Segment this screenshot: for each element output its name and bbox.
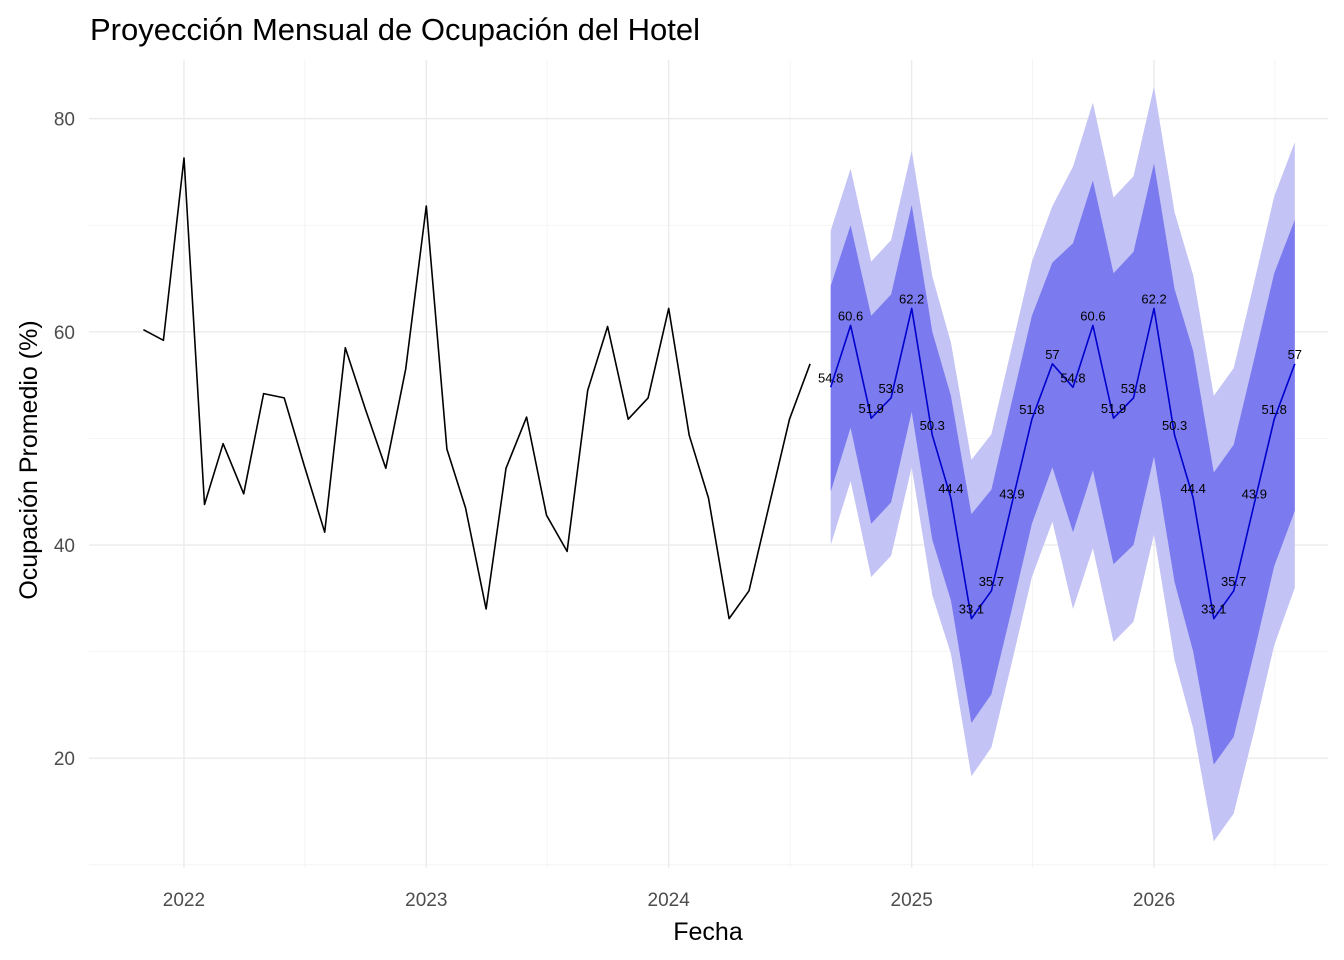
forecast-data-label: 50.3 — [1162, 418, 1187, 433]
chart-title: Proyección Mensual de Ocupación del Hote… — [90, 12, 700, 47]
x-tick-label: 2025 — [891, 890, 933, 911]
y-tick-label: 60 — [54, 323, 75, 344]
forecast-data-label: 33.1 — [959, 602, 984, 617]
forecast-data-label: 51.8 — [1262, 402, 1287, 417]
y-tick-label: 40 — [54, 536, 75, 557]
forecast-data-label: 60.6 — [838, 308, 863, 323]
history-line — [143, 157, 811, 620]
forecast-data-label: 35.7 — [1221, 574, 1246, 589]
forecast-data-label: 53.8 — [1121, 381, 1146, 396]
series-lines — [143, 157, 1296, 620]
x-tick-label: 2024 — [648, 890, 691, 911]
forecast-data-label: 57 — [1045, 347, 1059, 362]
forecast-data-label: 62.2 — [1141, 291, 1166, 306]
x-tick-label: 2023 — [405, 890, 447, 911]
x-axis-title: Fecha — [673, 918, 743, 946]
forecast-data-label: 43.9 — [1242, 486, 1267, 501]
forecast-data-label: 53.8 — [878, 381, 903, 396]
x-tick-label: 2022 — [163, 890, 205, 911]
y-axis-title: Ocupación Promedio (%) — [15, 320, 43, 599]
forecast-data-label: 50.3 — [920, 418, 945, 433]
y-axis-ticks: 20 40 60 80 — [54, 110, 75, 771]
y-tick-label: 80 — [54, 110, 75, 131]
forecast-data-label: 54.8 — [1060, 370, 1085, 385]
forecast-data-label: 35.7 — [979, 574, 1004, 589]
forecast-data-label: 51.8 — [1019, 402, 1044, 417]
forecast-data-label: 44.4 — [938, 481, 963, 496]
forecast-data-label: 54.8 — [818, 370, 843, 385]
forecast-data-label: 44.4 — [1181, 481, 1206, 496]
forecast-line — [829, 307, 1296, 620]
forecast-data-label: 51.9 — [1101, 401, 1126, 416]
forecast-data-label: 33.1 — [1201, 602, 1226, 617]
data-labels: 54.8 60.6 51.9 53.8 62.2 50.3 44.4 33.1 35.7 43.9… — [818, 291, 1302, 616]
confidence-bands — [830, 86, 1295, 842]
y-tick-label: 20 — [54, 749, 75, 770]
x-axis-ticks: 2022 2023 2024 2025 2026 — [163, 890, 1175, 911]
x-tick-label: 2026 — [1133, 890, 1175, 911]
forecast-data-label: 60.6 — [1080, 308, 1105, 323]
forecast-data-label: 62.2 — [899, 291, 924, 306]
forecast-data-label: 43.9 — [999, 486, 1024, 501]
forecast-data-label: 51.9 — [859, 401, 884, 416]
band-80 — [830, 163, 1295, 765]
forecast-data-label: 57 — [1288, 347, 1302, 362]
